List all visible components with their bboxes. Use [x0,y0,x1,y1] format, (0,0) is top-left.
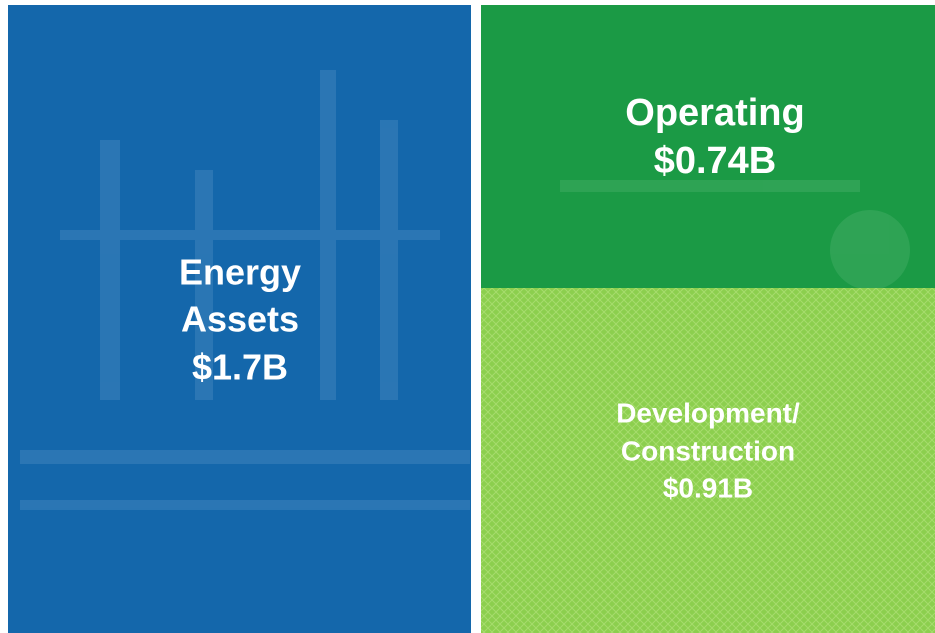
energy-assets-panel: Energy Assets $1.7B [8,5,471,633]
panel-value: $0.74B [654,140,777,182]
development-panel: Development/ Construction $0.91B [481,288,935,633]
panel-value: $1.7B [192,347,288,388]
panel-value: $0.91B [663,472,753,503]
panel-text: Assets [181,299,299,340]
infographic: Energy Assets $1.7B Operating $0.74B Dev… [0,0,935,633]
panel-text: Energy [179,252,301,293]
panel-text: Development/ [616,397,800,428]
panel-text: Construction [621,435,795,466]
panel-text: Operating [625,92,804,134]
operating-panel: Operating $0.74B [481,5,935,290]
